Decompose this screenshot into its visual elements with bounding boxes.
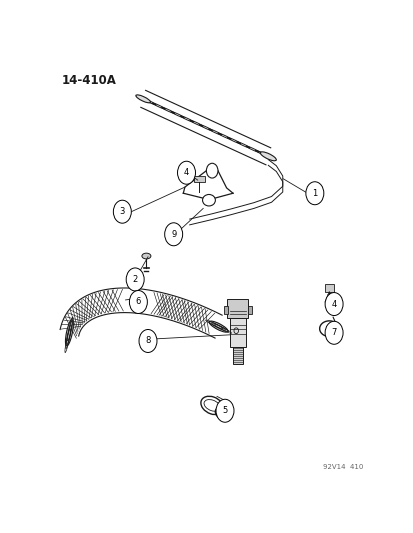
FancyBboxPatch shape xyxy=(193,175,204,182)
Text: 92V14  410: 92V14 410 xyxy=(322,464,362,470)
Circle shape xyxy=(129,290,147,313)
Text: 4: 4 xyxy=(331,300,336,309)
Circle shape xyxy=(113,200,131,223)
FancyBboxPatch shape xyxy=(247,306,252,314)
Ellipse shape xyxy=(65,320,73,346)
Ellipse shape xyxy=(217,410,228,417)
FancyBboxPatch shape xyxy=(232,347,242,364)
FancyBboxPatch shape xyxy=(230,318,245,347)
Text: 2: 2 xyxy=(132,275,138,284)
Text: 8: 8 xyxy=(145,336,150,345)
Ellipse shape xyxy=(135,95,150,103)
Circle shape xyxy=(206,163,217,178)
Text: 14-410A: 14-410A xyxy=(61,74,116,87)
Text: 9: 9 xyxy=(171,230,176,239)
Circle shape xyxy=(164,223,182,246)
Circle shape xyxy=(305,182,323,205)
Text: 4: 4 xyxy=(183,168,189,177)
Ellipse shape xyxy=(202,195,215,206)
Circle shape xyxy=(324,293,342,316)
Ellipse shape xyxy=(204,400,220,411)
Circle shape xyxy=(139,329,157,352)
Text: 5: 5 xyxy=(222,406,227,415)
Ellipse shape xyxy=(260,152,275,161)
Text: 3: 3 xyxy=(119,207,125,216)
Text: 6: 6 xyxy=(135,297,141,306)
Circle shape xyxy=(216,399,233,422)
Circle shape xyxy=(324,321,342,344)
FancyBboxPatch shape xyxy=(227,298,248,318)
Ellipse shape xyxy=(209,321,228,332)
FancyBboxPatch shape xyxy=(223,306,227,314)
Text: 7: 7 xyxy=(331,328,336,337)
Ellipse shape xyxy=(142,253,150,259)
Circle shape xyxy=(177,161,195,184)
FancyBboxPatch shape xyxy=(324,284,333,292)
Text: 1: 1 xyxy=(311,189,317,198)
Circle shape xyxy=(126,268,144,291)
